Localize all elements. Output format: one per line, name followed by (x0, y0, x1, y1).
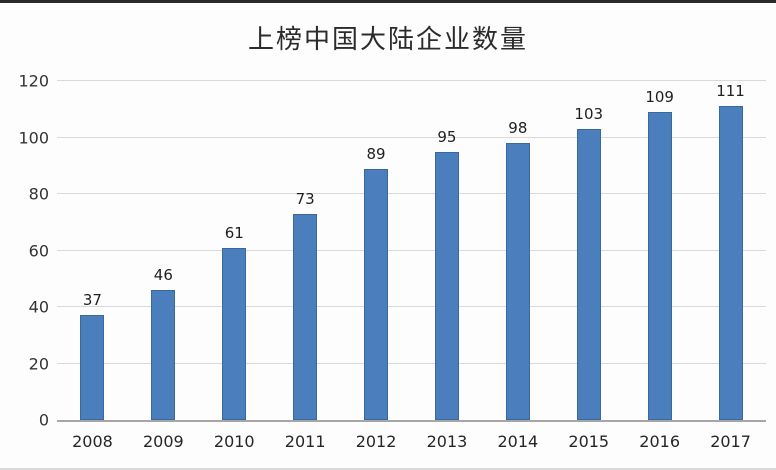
y-tick-label: 60 (28, 241, 49, 260)
x-tick-label: 2010 (213, 432, 255, 451)
bar-2008 (80, 315, 105, 420)
gridline (57, 249, 766, 251)
y-tick-label: 0 (38, 410, 49, 430)
bar-value-label: 109 (645, 88, 674, 107)
y-tick-label: 120 (18, 71, 49, 91)
bar-value-label: 37 (82, 291, 102, 310)
bar-value-label: 111 (716, 82, 745, 101)
bar-value-label: 89 (366, 144, 386, 163)
gridline (57, 193, 766, 194)
bar-value-label: 103 (574, 105, 604, 124)
bar-2015 (576, 129, 601, 420)
x-tick-label: 2016 (639, 432, 680, 451)
bar-value-label: 95 (437, 127, 457, 146)
bar-2016 (647, 112, 672, 420)
bar-value-label: 73 (295, 189, 315, 208)
bar-2013 (434, 151, 459, 420)
x-tick-label: 2014 (497, 432, 539, 451)
bar-2014 (505, 143, 530, 420)
gridline (57, 306, 766, 307)
bar-value-label: 46 (153, 266, 173, 285)
gridline (57, 80, 766, 81)
bar-2010 (222, 247, 247, 420)
plot-area: 0 20 40 60 80 100 120 37 2008 46 2009 61 2010 73 2011 8… (18, 72, 766, 451)
gridline (57, 362, 766, 364)
x-tick-label: 2011 (284, 432, 326, 451)
bar-2017 (718, 106, 743, 420)
y-tick-label: 20 (28, 354, 49, 373)
bar-value-label: 98 (508, 119, 528, 138)
y-tick-label: 100 (18, 128, 49, 147)
bar-2012 (364, 168, 389, 420)
x-tick-label: 2012 (355, 432, 397, 451)
x-tick-label: 2013 (426, 432, 468, 451)
x-tick-label: 2015 (568, 432, 610, 451)
chart-title: 上榜中国大陆企业数量 (247, 25, 528, 55)
y-tick-label: 40 (28, 297, 49, 317)
y-tick-label: 80 (28, 184, 49, 204)
gridline (57, 136, 766, 138)
x-tick-label: 2008 (72, 432, 113, 451)
bar-value-label: 61 (224, 223, 244, 242)
bar-2009 (151, 290, 176, 420)
bar-2011 (293, 213, 318, 420)
x-tick-label: 2017 (710, 432, 751, 451)
x-tick-label: 2009 (142, 432, 184, 451)
